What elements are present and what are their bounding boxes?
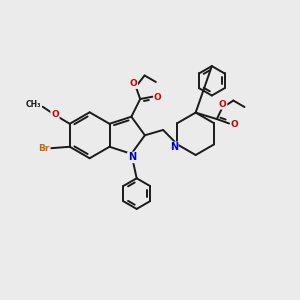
Text: O: O [219, 100, 226, 109]
Text: N: N [170, 142, 178, 152]
Text: CH₃: CH₃ [26, 100, 41, 109]
Text: O: O [51, 110, 59, 119]
Text: Br: Br [38, 144, 50, 153]
Text: O: O [154, 93, 162, 102]
Text: N: N [128, 152, 136, 162]
Text: O: O [231, 120, 239, 129]
Text: O: O [130, 79, 137, 88]
